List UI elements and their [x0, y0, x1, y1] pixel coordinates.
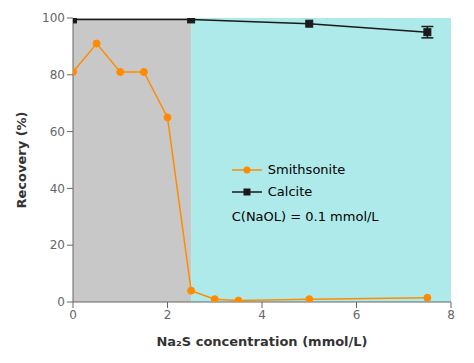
svg-text:4: 4 — [258, 308, 266, 322]
svg-text:Recovery (%): Recovery (%) — [14, 111, 29, 208]
svg-text:Na₂S concentration (mmol/L): Na₂S concentration (mmol/L) — [156, 334, 367, 349]
svg-text:6: 6 — [353, 308, 361, 322]
svg-text:20: 20 — [50, 238, 65, 252]
html-text:Calcite: Calcite — [267, 184, 313, 200]
html-text:C(NaOL) = 0.1 mmol/L: C(NaOL) = 0.1 mmol/L — [231, 208, 379, 224]
svg-text:80: 80 — [50, 68, 65, 82]
svg-text:40: 40 — [50, 182, 65, 196]
svg-text:2: 2 — [164, 308, 172, 322]
svg-text:0: 0 — [69, 308, 77, 322]
html-text:Smithsonite: Smithsonite — [267, 162, 346, 178]
svg-text:60: 60 — [50, 125, 65, 139]
svg-text:8: 8 — [447, 308, 455, 322]
svg-text:100: 100 — [42, 11, 65, 25]
svg-text:0: 0 — [57, 295, 65, 309]
